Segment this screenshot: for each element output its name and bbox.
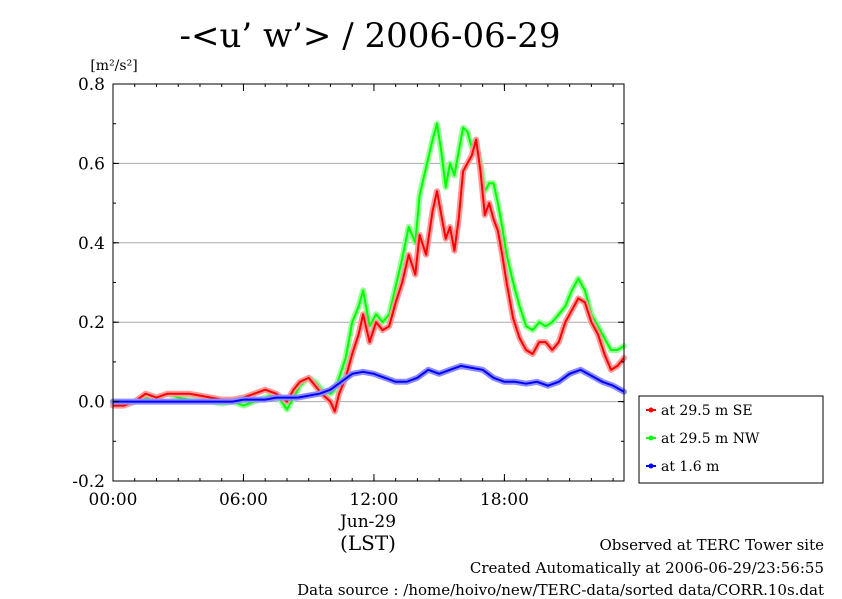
- axes: -0.2 0.0 0.2 0.4 0.6 0.8 00:00 06:00 12:00 18:00: [72, 75, 624, 510]
- y-axis-unit: [m²/s²]: [90, 58, 137, 74]
- series-line-1: [112, 122, 625, 411]
- y-tick-label: -0.2: [72, 472, 105, 492]
- x-tick-label: 00:00: [89, 490, 138, 510]
- legend-marker-0: [648, 407, 654, 413]
- x-tick-label: 12:00: [349, 490, 398, 510]
- plot-frame: [112, 83, 625, 482]
- legend: at 29.5 m SE at 29.5 m NW at 1.6 m: [638, 395, 824, 484]
- series-halo-1: [110, 120, 627, 413]
- legend-label-2: at 1.6 m: [661, 459, 719, 475]
- legend-marker-2: [648, 463, 654, 469]
- y-tick-label: 0.0: [78, 393, 105, 413]
- legend-label-1: at 29.5 m NW: [661, 431, 760, 447]
- y-tick-label: 0.2: [78, 313, 105, 333]
- x-tick-label: 06:00: [219, 490, 268, 510]
- y-tick-label: 0.4: [78, 234, 105, 254]
- legend-label-0: at 29.5 m SE: [661, 403, 753, 419]
- legend-marker-1: [648, 435, 654, 441]
- legend-box: [638, 395, 824, 484]
- x-tick-label: 18:00: [480, 490, 529, 510]
- y-tick-label: 0.8: [78, 75, 105, 95]
- footer-source: Data source : /home/hoivo/new/TERC-data/…: [297, 581, 824, 599]
- chart-title: -<u’ w’> / 2006-06-29: [180, 16, 561, 56]
- x-axis-unit-label: (LST): [340, 531, 396, 555]
- y-tick-label: 0.6: [78, 154, 105, 174]
- gridlines: [113, 162, 624, 403]
- footer-created: Created Automatically at 2006-06-29/23:5…: [469, 559, 824, 577]
- series-line-2: [113, 364, 625, 403]
- footer-site: Observed at TERC Tower site: [599, 536, 824, 554]
- series-line-0: [113, 138, 625, 413]
- series-layer: [110, 120, 627, 415]
- x-axis-date-label: Jun-29: [338, 512, 396, 532]
